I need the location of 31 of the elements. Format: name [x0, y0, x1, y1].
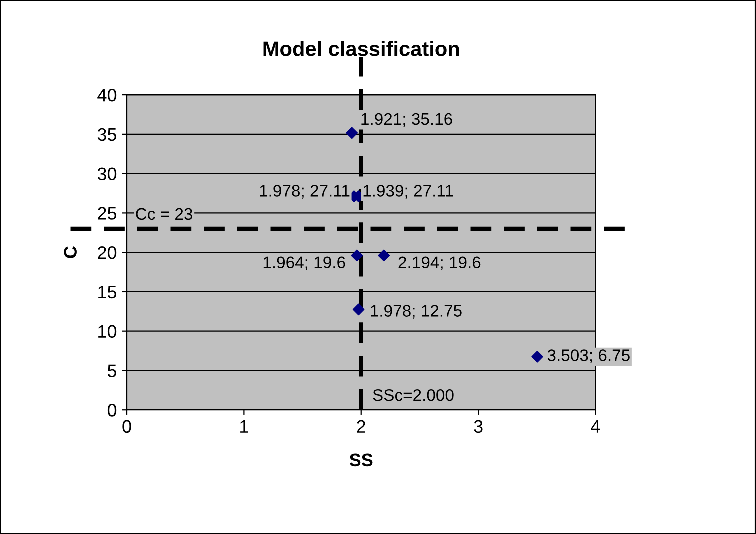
point: [532, 351, 544, 363]
data-label: 2.194; 19.6: [398, 256, 481, 271]
data-label: 1.939; 27.11: [364, 185, 454, 199]
y-tick-label: 25: [98, 207, 117, 220]
ref-line-label: SSc=2.000: [373, 389, 454, 402]
data-label: 1.921; 35.16: [362, 113, 452, 128]
data-label: 3.503; 6.75: [548, 350, 630, 364]
y-tick-label: 15: [98, 286, 117, 299]
x-tick-label: 1: [240, 420, 248, 433]
data-label: 1.978; 27.11: [260, 185, 350, 199]
y-tick-label: 35: [98, 128, 117, 142]
point: [378, 250, 390, 262]
y-tick-label: 40: [98, 88, 117, 102]
x-tick-label: 0: [122, 420, 132, 434]
ref-line-label: Cc = 23: [136, 208, 193, 220]
y-tick-label: 0: [108, 404, 117, 417]
x-tick-label: 4: [591, 420, 600, 433]
data-label: 1.964; 19.6: [264, 256, 346, 271]
y-tick-label: 10: [98, 325, 117, 338]
data-label: 1.978; 12.75: [371, 305, 462, 319]
y-axis-title: C: [64, 246, 77, 258]
chart-title: Model classification: [264, 41, 460, 56]
y-tick-label: 5: [108, 364, 117, 378]
x-axis-title: SS: [350, 454, 373, 467]
point: [351, 250, 364, 262]
x-tick-label: 2: [357, 420, 366, 433]
y-tick-label: 30: [98, 168, 117, 181]
y-tick-label: 20: [98, 246, 117, 260]
x-tick-label: 3: [474, 420, 483, 434]
point: [346, 127, 358, 140]
point: [352, 304, 365, 316]
